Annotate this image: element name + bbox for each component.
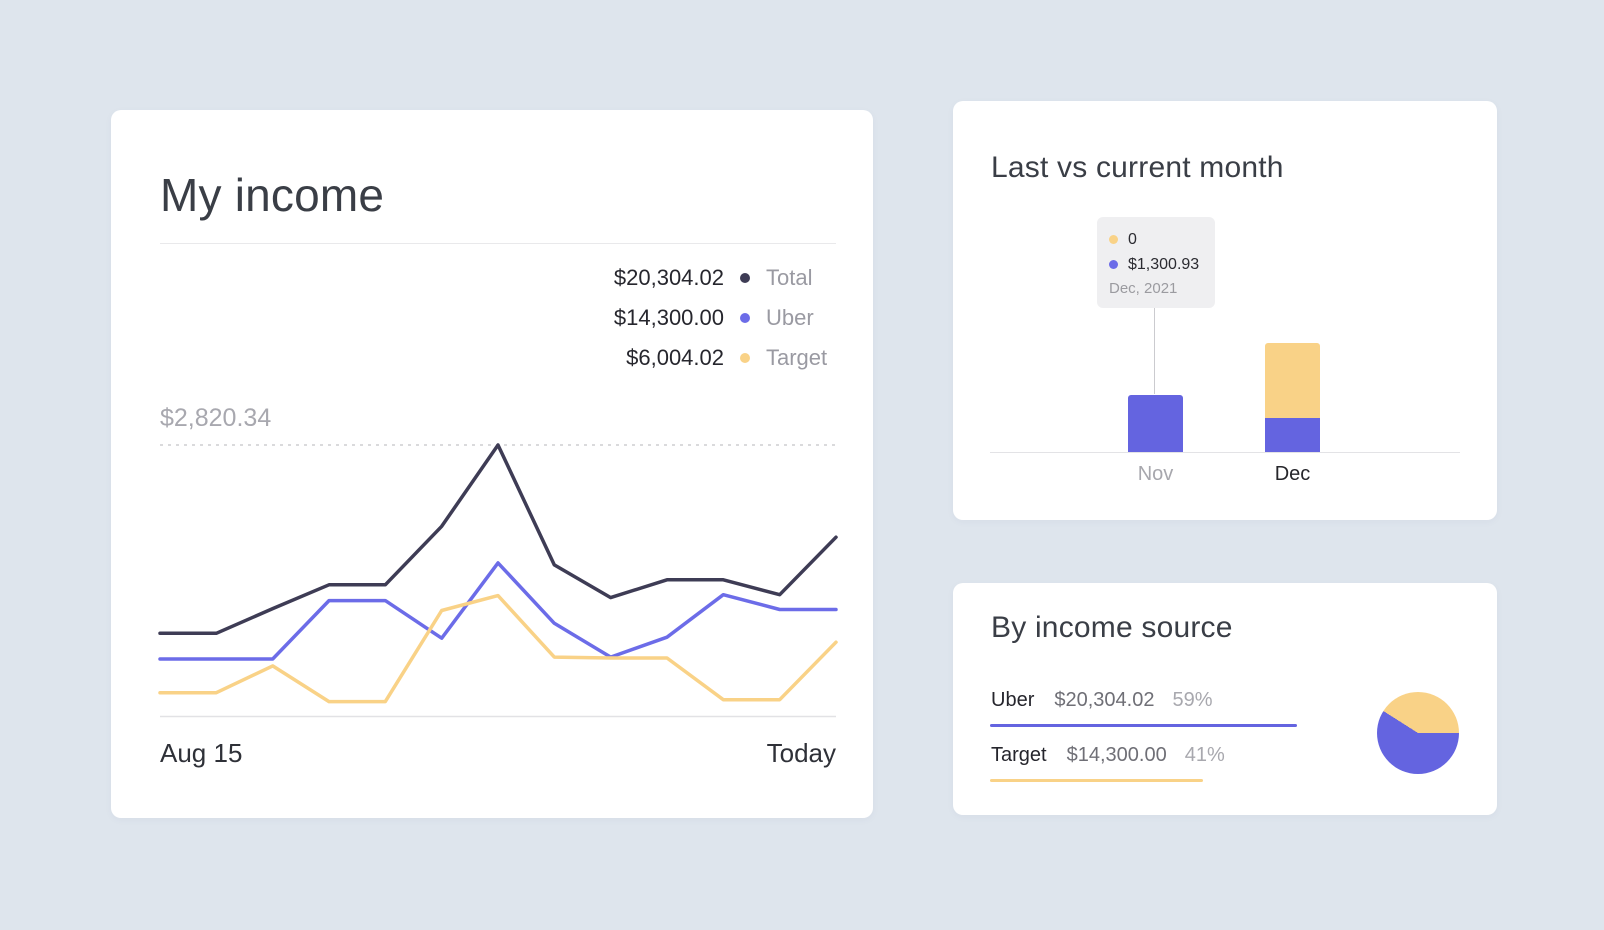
legend-total-amount: $20,304.02: [613, 265, 724, 290]
source-target-label: Target: [991, 744, 1047, 766]
uber-series-dot-icon: [740, 313, 750, 323]
tooltip-row-uber: $1,300.93: [1109, 252, 1215, 277]
bar-nov[interactable]: [1128, 395, 1183, 452]
tooltip-connector-line: [1154, 308, 1155, 394]
legend-item-total[interactable]: $20,304.02 Total: [564, 258, 836, 298]
legend-target-amount: $6,004.02: [626, 345, 724, 370]
target-series-dot-icon: [740, 353, 750, 363]
source-target-underline: [990, 779, 1203, 782]
bar-label-nov[interactable]: Nov: [1137, 463, 1174, 485]
bar-segment-uber-nov[interactable]: [1128, 395, 1183, 452]
x-axis-end-label: Today: [766, 738, 836, 768]
x-axis-start-label: Aug 15: [160, 738, 243, 768]
legend-uber-amount: $14,300.00: [613, 305, 724, 330]
legend-target-label: Target: [766, 345, 828, 370]
income-line-chart[interactable]: [158, 443, 838, 718]
source-row-uber[interactable]: Uber $20,304.02 59%: [991, 689, 1213, 712]
bar-segment-uber-dec[interactable]: [1265, 417, 1320, 452]
income-legend: $20,304.02 Total $14,300.00 Uber $6,004.…: [564, 258, 836, 378]
income-card: My income $20,304.02 Total $14,300.00 Ub…: [111, 110, 873, 818]
legend-item-target[interactable]: $6,004.02 Target: [564, 338, 836, 378]
target-dot-icon: [1109, 235, 1118, 244]
income-divider: [160, 243, 836, 244]
income-source-pie-chart[interactable]: [1377, 692, 1459, 774]
source-target-amount: $14,300.00: [1066, 744, 1167, 766]
source-row-target[interactable]: Target $14,300.00 41%: [991, 744, 1225, 767]
source-target-percent: 41%: [1184, 744, 1225, 766]
threshold-value-label: $2,820.34: [160, 404, 272, 432]
tooltip-row-target: 0: [1109, 227, 1215, 252]
tooltip-target-value: 0: [1128, 230, 1137, 248]
x-axis: Aug 15 Today: [160, 738, 836, 769]
bar-tooltip: 0 $1,300.93 Dec, 2021: [1097, 217, 1215, 308]
source-uber-underline: [990, 724, 1297, 727]
month-comparison-card: Last vs current month 0 $1,300.93 Dec, 2…: [953, 101, 1497, 520]
total-series-dot-icon: [740, 273, 750, 283]
source-uber-amount: $20,304.02: [1054, 689, 1155, 711]
source-uber-percent: 59%: [1172, 689, 1213, 711]
uber-dot-icon: [1109, 260, 1118, 269]
source-uber-label: Uber: [991, 689, 1035, 711]
bar-dec[interactable]: [1265, 342, 1320, 452]
bar-chart-baseline: [990, 452, 1460, 453]
tooltip-date-caption: Dec, 2021: [1109, 280, 1178, 297]
bar-label-dec[interactable]: Dec: [1274, 463, 1311, 485]
income-card-title: My income: [160, 169, 385, 221]
income-source-card: By income source Uber $20,304.02 59% Tar…: [953, 583, 1497, 815]
legend-total-label: Total: [766, 265, 813, 290]
bar-segment-target-dec[interactable]: [1265, 342, 1320, 418]
line-chart-canvas[interactable]: [158, 443, 838, 718]
source-card-title: By income source: [991, 611, 1233, 644]
legend-uber-label: Uber: [766, 305, 814, 330]
legend-item-uber[interactable]: $14,300.00 Uber: [564, 298, 836, 338]
comparison-card-title: Last vs current month: [991, 151, 1284, 184]
tooltip-uber-value: $1,300.93: [1128, 255, 1200, 273]
